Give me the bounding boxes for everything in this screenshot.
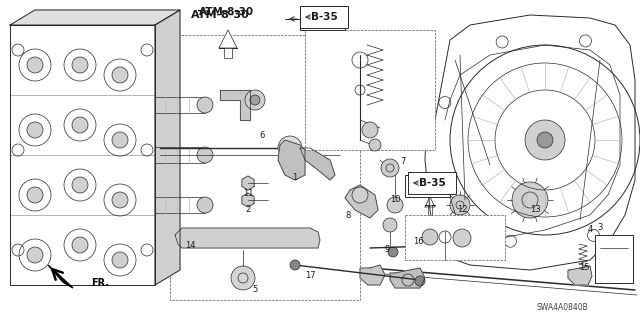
Text: 16: 16 — [413, 238, 423, 247]
Polygon shape — [425, 205, 435, 215]
Polygon shape — [345, 185, 378, 218]
Bar — [405, 215, 505, 260]
Text: 2: 2 — [245, 205, 251, 214]
Text: ATM-8-30: ATM-8-30 — [200, 7, 255, 17]
Bar — [305, 30, 435, 150]
Text: 15: 15 — [579, 263, 589, 272]
Polygon shape — [278, 140, 305, 180]
Polygon shape — [219, 30, 237, 48]
Circle shape — [72, 177, 88, 193]
Circle shape — [27, 57, 43, 73]
Text: 5: 5 — [252, 286, 258, 294]
Bar — [300, 6, 348, 28]
Circle shape — [72, 237, 88, 253]
Circle shape — [27, 187, 43, 203]
Text: 7: 7 — [400, 158, 406, 167]
Circle shape — [422, 229, 438, 245]
Text: FR.: FR. — [91, 278, 109, 288]
Bar — [405, 175, 450, 197]
Circle shape — [231, 266, 255, 290]
Text: 3: 3 — [597, 224, 603, 233]
Circle shape — [197, 197, 213, 213]
Text: 8: 8 — [346, 211, 351, 219]
Polygon shape — [300, 148, 335, 180]
Circle shape — [362, 122, 378, 138]
Text: 13: 13 — [530, 205, 540, 214]
Text: 9: 9 — [385, 246, 390, 255]
Polygon shape — [242, 176, 254, 190]
Polygon shape — [425, 197, 435, 207]
Circle shape — [245, 90, 265, 110]
Text: B-35: B-35 — [415, 181, 442, 191]
Polygon shape — [220, 90, 250, 120]
Circle shape — [512, 182, 548, 218]
Circle shape — [250, 95, 260, 105]
Text: 10: 10 — [390, 196, 400, 204]
Bar — [170, 35, 360, 300]
Circle shape — [112, 132, 128, 148]
Text: 17: 17 — [305, 271, 316, 279]
Circle shape — [112, 192, 128, 208]
Circle shape — [453, 229, 471, 247]
Circle shape — [352, 187, 368, 203]
Polygon shape — [360, 265, 385, 285]
Circle shape — [537, 132, 553, 148]
Circle shape — [525, 120, 565, 160]
Circle shape — [112, 252, 128, 268]
Circle shape — [112, 67, 128, 83]
Bar — [595, 235, 633, 283]
Text: B-35: B-35 — [310, 14, 337, 24]
Circle shape — [290, 260, 300, 270]
Text: B-35: B-35 — [419, 178, 445, 188]
Circle shape — [388, 247, 398, 257]
Circle shape — [27, 247, 43, 263]
Bar — [300, 8, 345, 30]
Text: B-35: B-35 — [310, 12, 337, 22]
Text: 6: 6 — [259, 130, 265, 139]
Circle shape — [387, 197, 403, 213]
Circle shape — [369, 139, 381, 151]
Polygon shape — [242, 193, 254, 207]
Text: 4: 4 — [588, 226, 593, 234]
Polygon shape — [175, 228, 320, 248]
Polygon shape — [155, 10, 180, 285]
Bar — [408, 172, 456, 194]
Circle shape — [383, 218, 397, 232]
Circle shape — [72, 57, 88, 73]
Circle shape — [27, 122, 43, 138]
Circle shape — [278, 136, 302, 160]
Polygon shape — [48, 265, 73, 288]
Polygon shape — [10, 10, 180, 25]
Text: SWA4A0840B: SWA4A0840B — [536, 303, 588, 313]
Circle shape — [425, 241, 435, 251]
Circle shape — [415, 276, 425, 286]
Circle shape — [197, 147, 213, 163]
Polygon shape — [219, 48, 237, 58]
Text: 14: 14 — [185, 241, 195, 249]
Text: 11: 11 — [243, 189, 253, 197]
Polygon shape — [390, 268, 425, 288]
Circle shape — [381, 159, 399, 177]
Text: ATM-8-30: ATM-8-30 — [191, 10, 250, 20]
Text: 1: 1 — [292, 173, 298, 182]
Circle shape — [72, 117, 88, 133]
Text: 12: 12 — [457, 205, 467, 214]
Circle shape — [197, 97, 213, 113]
Circle shape — [450, 195, 470, 215]
Polygon shape — [568, 266, 592, 285]
